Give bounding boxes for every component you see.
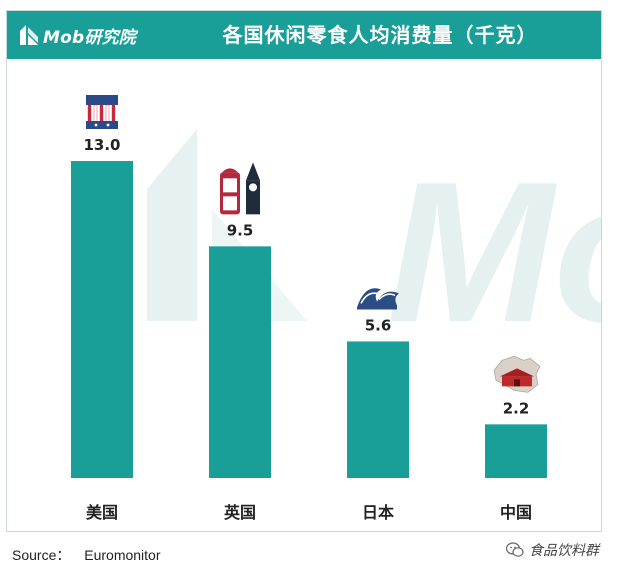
icons-layer [86, 95, 541, 393]
bar-value-label: 2.2 [503, 399, 530, 417]
labels-layer: 13.0 9.5 5.6 2.2 [83, 136, 529, 417]
category-tick-label: 英国 [223, 503, 256, 522]
us-flag-icon [86, 95, 118, 129]
brand-name: Mob研究院 [43, 27, 136, 48]
watermark-shape-left [147, 129, 197, 321]
source-value: Euromonitor [84, 547, 161, 563]
chart-frame: Mob研究院 各国休闲零食人均消费量（千克） Mo 13.0 9.5 5.6 2.2 … [6, 10, 602, 532]
category-tick-label: 中国 [500, 503, 532, 522]
great-wave-icon [357, 288, 399, 310]
bar-value-label: 13.0 [83, 136, 120, 154]
bar [71, 161, 133, 478]
account-name: 食品饮料群 [529, 543, 599, 559]
account-badge: 食品饮料群 [506, 540, 599, 560]
bar [347, 341, 409, 478]
wechat-icon [506, 542, 524, 557]
london-landmarks-icon [220, 162, 260, 215]
brand-mark-icon [20, 25, 38, 45]
bar-value-label: 5.6 [365, 316, 392, 334]
category-tick-label: 日本 [362, 503, 394, 522]
bars-layer [71, 161, 547, 478]
bar-chart: 13.0 9.5 5.6 2.2 美国 英国 日本 中国 [71, 95, 547, 522]
source-note: Source： Euromonitor [12, 545, 161, 565]
bar-value-label: 9.5 [227, 221, 254, 239]
brand-logo: Mob研究院 [19, 22, 136, 48]
chart-header: Mob研究院 各国休闲零食人均消费量（千克） [7, 11, 601, 59]
ticks-layer: 美国 英国 日本 中国 [86, 503, 532, 522]
watermark-text: Mo [387, 141, 602, 364]
bar [209, 246, 271, 478]
china-map-icon [493, 355, 541, 393]
chart-title: 各国休闲零食人均消费量（千克） [222, 23, 538, 47]
category-tick-label: 美国 [86, 503, 118, 522]
source-label: Source： [12, 547, 71, 563]
bar [485, 424, 547, 478]
